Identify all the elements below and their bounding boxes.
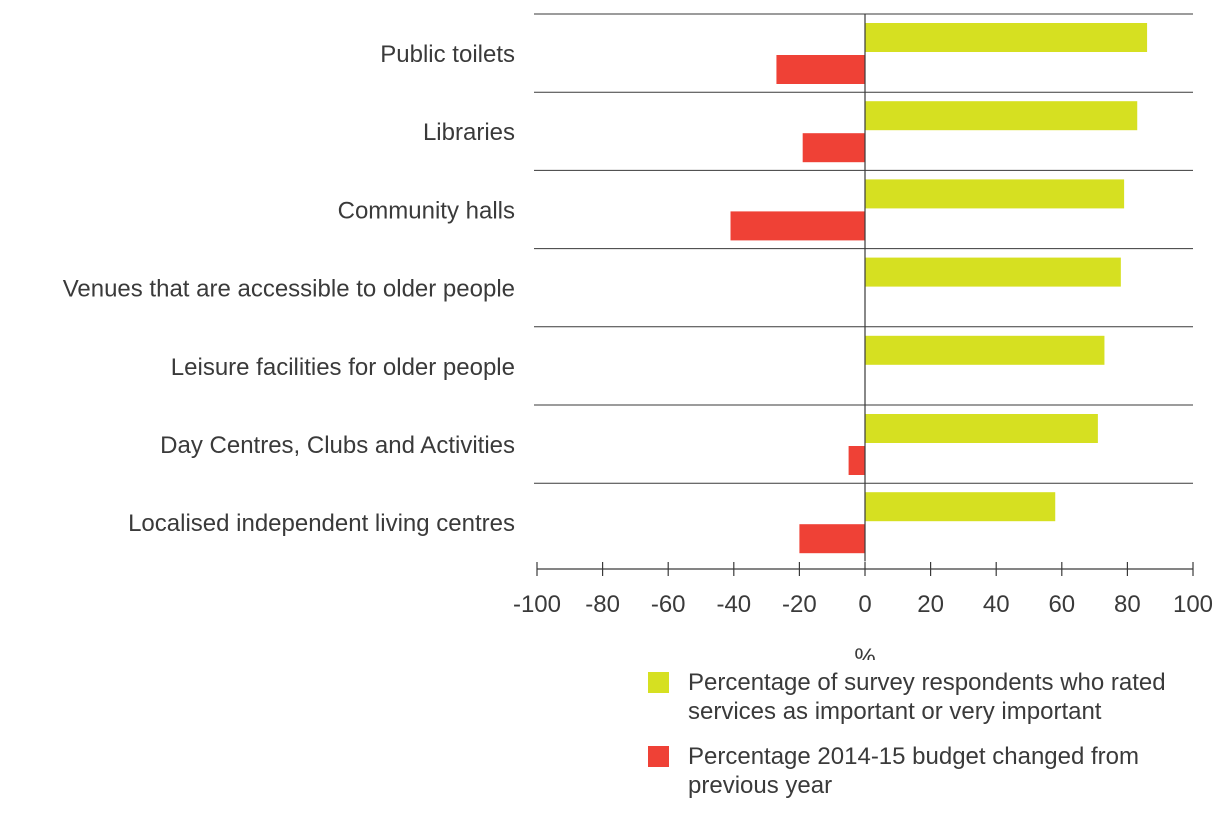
- x-tick-label: 80: [1114, 591, 1141, 618]
- category-label: Public toilets: [380, 41, 515, 68]
- bar-importance: [865, 179, 1125, 209]
- category-label: Localised independent living centres: [128, 510, 515, 537]
- x-tick-label: -80: [585, 591, 620, 618]
- bar-importance: [865, 414, 1098, 443]
- x-tick-label: -40: [716, 591, 751, 618]
- bar-budget-change: [802, 133, 865, 163]
- legend-label-importance: Percentage of survey respondents who rat…: [688, 669, 1166, 725]
- category-label: Leisure facilities for older people: [171, 354, 515, 381]
- legend-item-budget-change: Percentage 2014-15 budget changed from p…: [648, 742, 1218, 800]
- bar-importance: [865, 492, 1056, 522]
- legend-item-importance: Percentage of survey respondents who rat…: [648, 668, 1218, 726]
- category-label: Day Centres, Clubs and Activities: [160, 432, 515, 459]
- x-tick-label: 60: [1048, 591, 1075, 618]
- category-label: Libraries: [423, 119, 515, 146]
- bar-budget-change: [776, 55, 865, 84]
- x-tick-label: -20: [782, 591, 817, 618]
- legend-swatch-budget-change: [648, 746, 669, 767]
- bar-budget-change: [848, 446, 865, 475]
- legend-label-budget-change: Percentage 2014-15 budget changed from p…: [688, 743, 1139, 799]
- x-axis: -100 -80 -60 -40 -20 0 20 40 60 80 100: [513, 562, 1213, 618]
- legend-swatch-importance: [648, 672, 669, 693]
- bar-importance: [865, 23, 1148, 52]
- category-label: Venues that are accessible to older peop…: [63, 276, 515, 303]
- bar-importance: [865, 101, 1138, 131]
- bar-budget-change: [730, 211, 865, 241]
- x-tick-label: 100: [1173, 591, 1213, 618]
- bar-chart: Public toilets Libraries Community halls Ve…: [63, 13, 1213, 660]
- category-label: Community halls: [338, 197, 515, 224]
- x-tick-label: -100: [513, 591, 561, 618]
- x-tick-label: 40: [983, 591, 1010, 618]
- category-labels: Public toilets Libraries Community halls Ve…: [63, 41, 515, 537]
- x-axis-label: %: [854, 644, 875, 660]
- x-tick-label: 0: [858, 591, 871, 618]
- bar-importance: [865, 257, 1121, 287]
- bars: [730, 23, 1148, 554]
- bar-budget-change: [799, 524, 865, 554]
- x-tick-label: 20: [917, 591, 944, 618]
- legend: Percentage of survey respondents who rat…: [648, 668, 1218, 816]
- bar-importance: [865, 335, 1105, 365]
- x-tick-label: -60: [651, 591, 686, 618]
- category-separators: [534, 13, 1193, 484]
